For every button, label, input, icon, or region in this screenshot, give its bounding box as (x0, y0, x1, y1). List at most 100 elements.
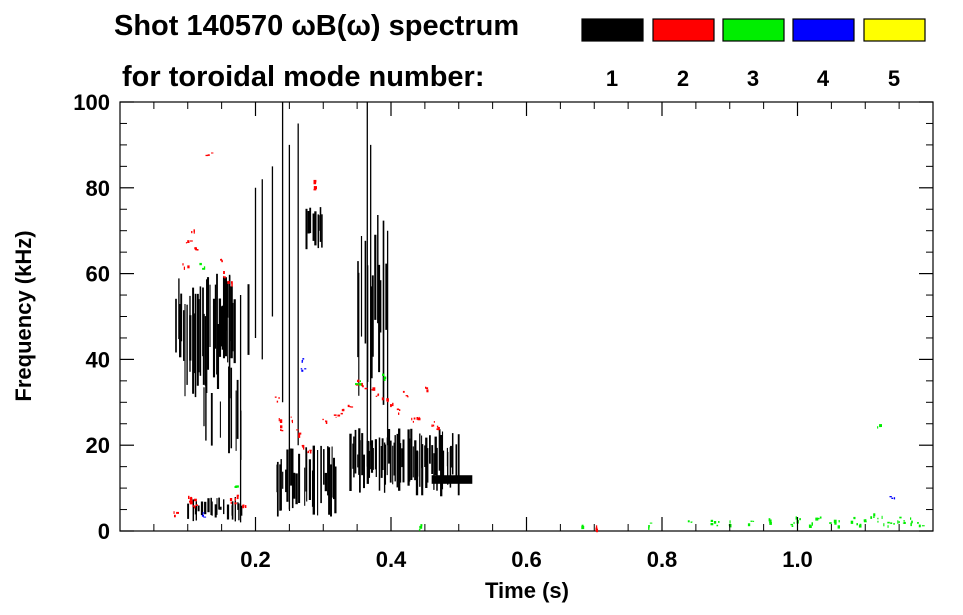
mode-3-point (903, 520, 905, 522)
mode-2-point (437, 427, 440, 431)
mode-2-point (195, 504, 198, 506)
mode-4-point (300, 368, 303, 370)
mode-3-point (911, 520, 913, 524)
mode-2-point (340, 412, 343, 415)
mode-3-point (873, 513, 876, 517)
mode-3-point (383, 378, 386, 381)
mode-2-point (278, 418, 280, 422)
mode-2-point (193, 230, 195, 234)
x-tick-label: 1.0 (782, 547, 813, 572)
mode-2-point (313, 179, 317, 183)
mode-2-point (196, 249, 199, 251)
mode-2-point (309, 450, 312, 454)
y-tick-label: 20 (86, 433, 110, 458)
mode-2-point (236, 494, 239, 497)
mode-3-point (718, 521, 720, 523)
mode-3-point (648, 525, 650, 528)
mode-3-point (811, 522, 813, 526)
mode-2-point (221, 260, 223, 263)
mode-3-point (235, 485, 238, 488)
mode-2-point (333, 414, 337, 416)
mode-2-point (390, 404, 393, 406)
mode-2-point (194, 498, 197, 502)
mode-3-point (897, 520, 899, 524)
mode-3-point (833, 519, 837, 523)
mode-2-point (433, 421, 435, 423)
mode-2-point (337, 414, 341, 417)
mode-2-point (381, 397, 384, 401)
mode-2-point (189, 500, 193, 505)
mode-2-point (182, 263, 184, 266)
legend-swatch (863, 18, 926, 42)
mode-2-point (350, 406, 354, 408)
x-tick-label: 0.6 (511, 547, 542, 572)
mode-4-point (201, 514, 204, 517)
chart-title-line2: for toroidal mode number: (122, 61, 485, 93)
mode-2-point (280, 425, 283, 429)
legend: 1 2 3 4 5 (581, 18, 926, 91)
mode-3-point (863, 519, 866, 522)
mode-2-point (406, 396, 409, 398)
mode-3-point (420, 524, 423, 527)
mode-2-point (418, 416, 420, 420)
mode-3-point (199, 262, 202, 266)
y-tick-label: 100 (73, 90, 110, 115)
mode-2-point (595, 527, 598, 531)
mode-3-point (795, 516, 797, 520)
mode-3-point (799, 518, 801, 521)
legend-swatch (722, 18, 785, 42)
mode-3-point (890, 522, 893, 524)
mode-3-point (877, 517, 879, 520)
mode-2-point (195, 247, 197, 251)
mode-3-point (790, 523, 793, 526)
mode-2-point (436, 425, 439, 428)
mode-3-point (837, 525, 840, 529)
mode-3-point (752, 520, 755, 522)
mode-3-point (893, 523, 895, 525)
mode-2-point (174, 514, 176, 518)
mode-2-point (413, 417, 416, 420)
mode-2-point (373, 389, 375, 391)
mode-2-point (398, 412, 400, 415)
mode-2-point (313, 181, 317, 185)
mode-3-point (769, 519, 772, 523)
mode-4-point (302, 358, 305, 360)
mode-2-point (313, 188, 317, 191)
mode-2-point (234, 497, 236, 501)
mode-3-point (838, 520, 840, 523)
legend-label: 5 (888, 66, 900, 91)
mode-3-point (902, 522, 905, 524)
mode-2-point (187, 240, 190, 243)
mode-3-point (899, 516, 902, 519)
mode-2-point (341, 409, 345, 412)
chart-title-line1: Shot 140570 ωB(ω) spectrum (114, 10, 519, 42)
mode-3-point (710, 519, 714, 522)
mode-2-point (291, 420, 293, 422)
mode-3-point (809, 525, 812, 528)
mode-3-point (729, 524, 732, 528)
mode-2-point (192, 505, 196, 507)
mode-3-point (690, 521, 692, 523)
mode-3-point (898, 521, 900, 524)
mode-2-point (307, 450, 309, 454)
mode-2-point (183, 266, 185, 270)
mode-2-point (220, 258, 222, 261)
mode-3-point (418, 529, 421, 531)
mode-3-point (383, 376, 387, 380)
mode-2-point (211, 152, 214, 154)
y-tick-label: 0 (98, 519, 110, 544)
mode-3-point (877, 426, 879, 429)
mode-2-point (347, 404, 350, 408)
mode-3-point (750, 520, 753, 522)
mode-2-point (425, 387, 429, 390)
mode-2-point (207, 154, 210, 156)
mode-2-point (231, 281, 233, 284)
mode-2-point (278, 397, 280, 399)
mode-2-point (187, 265, 190, 269)
mode-4-point (203, 516, 207, 518)
mode-4-point (893, 497, 896, 500)
mode-2-point (405, 395, 409, 397)
mode-3-point (358, 383, 362, 386)
mode-3-point (237, 485, 239, 488)
